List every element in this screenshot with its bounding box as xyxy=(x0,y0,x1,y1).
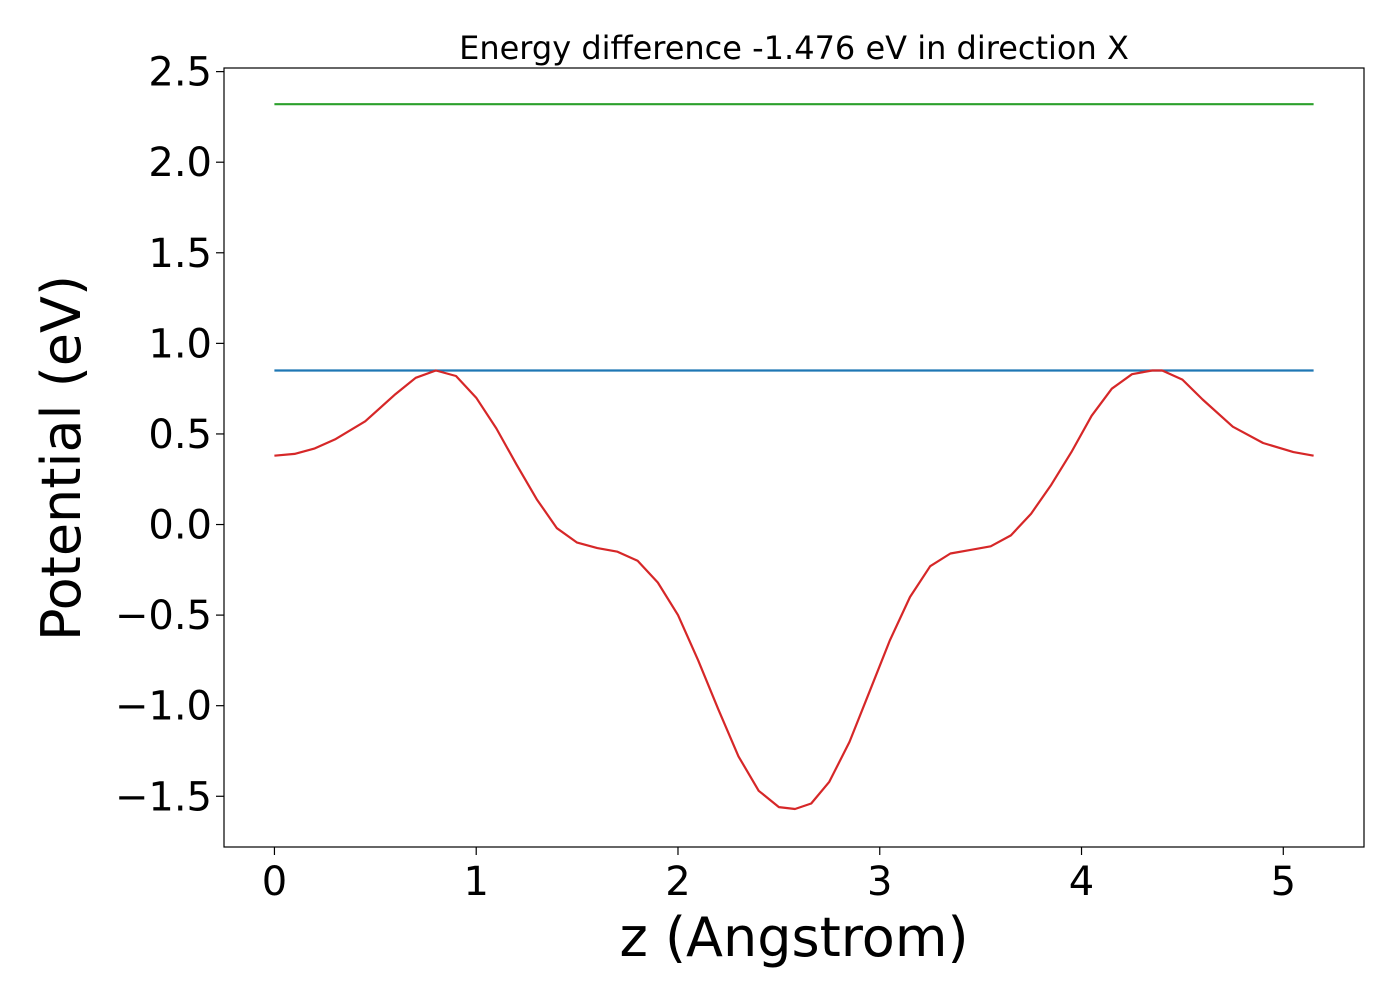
x-tick-label: 0 xyxy=(262,859,287,905)
y-tick-label: 1.5 xyxy=(148,231,212,277)
x-axis-ticks: 0 1 2 3 4 5 xyxy=(262,847,1296,905)
x-axis-label: z (Angstrom) xyxy=(619,906,968,969)
x-tick-label: 2 xyxy=(665,859,690,905)
y-tick-label: −0.5 xyxy=(115,593,212,639)
x-tick-label: 4 xyxy=(1069,859,1094,905)
y-tick-label: 2.5 xyxy=(148,50,212,96)
x-tick-label: 5 xyxy=(1271,859,1296,905)
y-tick-label: 0.5 xyxy=(148,412,212,458)
y-tick-label: 2.0 xyxy=(148,140,212,186)
plot-area xyxy=(223,67,1365,848)
x-tick-label: 3 xyxy=(867,859,892,905)
series-layer xyxy=(274,103,1314,811)
y-tick-label: 1.0 xyxy=(148,321,212,367)
y-axis-ticks: −1.5 −1.0 −0.5 0.0 0.5 1.0 1.5 2.0 2.5 xyxy=(115,50,224,820)
y-tick-label: 0.0 xyxy=(148,503,212,549)
y-tick-label: −1.0 xyxy=(115,684,212,730)
x-tick-label: 1 xyxy=(463,859,488,905)
y-axis-label: Potential (eV) xyxy=(30,275,93,641)
chart-title: Energy difference -1.476 eV in direction… xyxy=(459,29,1129,67)
y-tick-label: −1.5 xyxy=(115,774,212,820)
series-line-2 xyxy=(274,369,1314,811)
